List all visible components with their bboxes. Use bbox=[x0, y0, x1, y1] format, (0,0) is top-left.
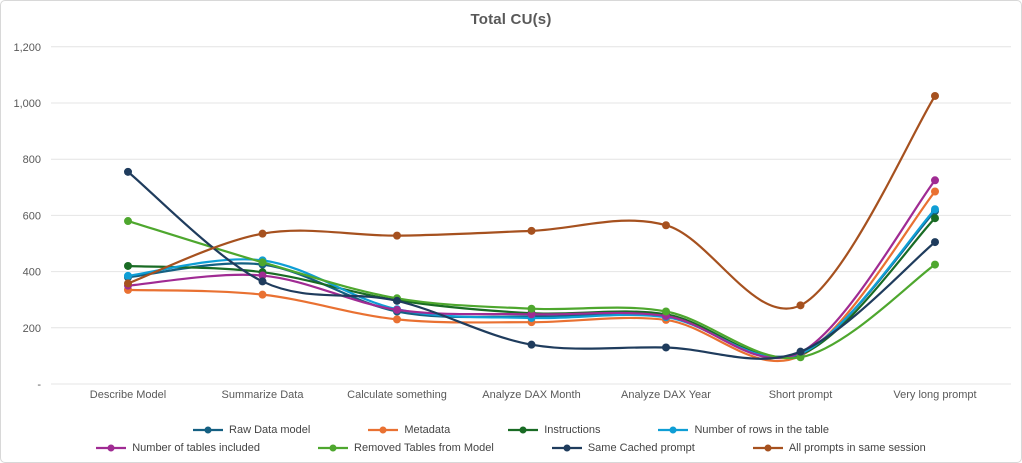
x-axis-category-label: Analyze DAX Year bbox=[621, 389, 711, 401]
data-point-marker-all-prompts-in-same-session[interactable] bbox=[393, 231, 401, 240]
legend-item-number-of-rows-in-the-table[interactable]: Number of rows in the table bbox=[658, 424, 829, 436]
data-point-marker-removed-tables-from-model[interactable] bbox=[258, 258, 267, 267]
legend-label: Metadata bbox=[404, 424, 451, 436]
data-point-marker-number-of-tables-included[interactable] bbox=[393, 305, 401, 314]
legend-label: All prompts in same session bbox=[788, 442, 926, 454]
legend-item-raw-data-model[interactable]: Raw Data model bbox=[193, 424, 310, 436]
data-point-marker-number-of-rows-in-the-table[interactable] bbox=[931, 205, 939, 214]
legend-row-2: Number of tables included Removed Tables … bbox=[1, 442, 1021, 454]
y-axis-tick-label: 400 bbox=[23, 267, 41, 279]
y-axis-tick-label: 200 bbox=[23, 323, 41, 335]
data-point-marker-same-cached-prompt[interactable] bbox=[662, 343, 670, 352]
x-axis-category-label: Very long prompt bbox=[893, 389, 976, 401]
legend-marker-icon bbox=[551, 444, 582, 452]
series-line-metadata[interactable] bbox=[126, 190, 937, 363]
y-axis-tick-label: 1,000 bbox=[13, 98, 41, 110]
data-point-marker-all-prompts-in-same-session[interactable] bbox=[124, 279, 132, 288]
legend-item-metadata[interactable]: Metadata bbox=[368, 424, 450, 436]
data-point-marker-instructions[interactable] bbox=[124, 261, 132, 270]
legend-marker-icon bbox=[96, 444, 127, 452]
y-axis-tick-label: 600 bbox=[23, 210, 41, 222]
legend-label: Raw Data model bbox=[229, 424, 311, 436]
x-axis-category-label: Calculate something bbox=[347, 389, 447, 401]
data-point-marker-metadata[interactable] bbox=[393, 315, 401, 324]
chart-legend: Raw Data model Metadata Instructions Number… bbox=[1, 424, 1021, 454]
series-line-number-of-tables-included[interactable] bbox=[126, 179, 937, 360]
data-point-marker-same-cached-prompt[interactable] bbox=[527, 340, 536, 349]
data-point-marker-same-cached-prompt[interactable] bbox=[796, 347, 805, 356]
legend-marker-icon bbox=[752, 444, 783, 452]
legend-marker-icon bbox=[508, 426, 539, 434]
data-point-marker-all-prompts-in-same-session[interactable] bbox=[527, 226, 536, 235]
series-line-same-cached-prompt[interactable] bbox=[126, 170, 937, 360]
legend-marker-icon bbox=[193, 426, 224, 434]
data-point-marker-removed-tables-from-model[interactable] bbox=[931, 260, 939, 269]
data-point-marker-all-prompts-in-same-session[interactable] bbox=[931, 91, 939, 100]
y-axis-tick-label: 800 bbox=[23, 154, 41, 166]
legend-marker-icon bbox=[368, 426, 399, 434]
data-point-marker-number-of-tables-included[interactable] bbox=[931, 176, 939, 185]
data-point-marker-same-cached-prompt[interactable] bbox=[258, 277, 267, 286]
data-point-marker-number-of-tables-included[interactable] bbox=[258, 271, 267, 280]
data-point-marker-metadata[interactable] bbox=[931, 187, 939, 196]
data-point-marker-instructions[interactable] bbox=[931, 214, 939, 223]
data-point-marker-removed-tables-from-model[interactable] bbox=[527, 304, 536, 313]
x-axis-category-label: Describe Model bbox=[90, 389, 166, 401]
legend-label: Instructions bbox=[544, 424, 601, 436]
series-line-all-prompts-in-same-session[interactable] bbox=[126, 94, 937, 310]
legend-item-number-of-tables-included[interactable]: Number of tables included bbox=[96, 442, 260, 454]
data-point-marker-removed-tables-from-model[interactable] bbox=[796, 353, 805, 362]
legend-row-1: Raw Data model Metadata Instructions Number… bbox=[1, 424, 1021, 436]
series-line-instructions[interactable] bbox=[126, 217, 937, 359]
legend-label: Number of rows in the table bbox=[694, 424, 829, 436]
data-point-marker-number-of-tables-included[interactable] bbox=[527, 310, 536, 319]
x-axis-category-label: Analyze DAX Month bbox=[482, 389, 580, 401]
chart-title: Total CU(s) bbox=[470, 11, 552, 28]
legend-marker-icon bbox=[658, 426, 689, 434]
legend-item-same-cached-prompt[interactable]: Same Cached prompt bbox=[551, 442, 695, 454]
legend-item-all-prompts-in-same-session[interactable]: All prompts in same session bbox=[752, 442, 926, 454]
data-point-marker-all-prompts-in-same-session[interactable] bbox=[796, 301, 805, 310]
data-point-marker-metadata[interactable] bbox=[258, 290, 267, 299]
data-point-marker-removed-tables-from-model[interactable] bbox=[124, 217, 132, 226]
series-line-removed-tables-from-model[interactable] bbox=[126, 219, 937, 360]
y-axis-tick-label: - bbox=[37, 379, 41, 391]
legend-item-removed-tables-from-model[interactable]: Removed Tables from Model bbox=[318, 442, 494, 454]
legend-marker-icon bbox=[318, 444, 349, 452]
legend-label: Same Cached prompt bbox=[587, 442, 695, 454]
x-axis-category-label: Short prompt bbox=[769, 389, 833, 401]
legend-label: Removed Tables from Model bbox=[354, 442, 494, 454]
data-point-marker-same-cached-prompt[interactable] bbox=[931, 238, 939, 247]
data-point-marker-number-of-rows-in-the-table[interactable] bbox=[124, 271, 132, 280]
data-point-marker-all-prompts-in-same-session[interactable] bbox=[662, 221, 670, 230]
data-point-marker-all-prompts-in-same-session[interactable] bbox=[258, 229, 267, 238]
x-axis-category-label: Summarize Data bbox=[222, 389, 305, 401]
data-point-marker-same-cached-prompt[interactable] bbox=[393, 296, 401, 305]
legend-label: Number of tables included bbox=[132, 442, 261, 454]
legend-item-instructions[interactable]: Instructions bbox=[508, 424, 600, 436]
data-point-marker-same-cached-prompt[interactable] bbox=[124, 167, 132, 176]
data-point-marker-removed-tables-from-model[interactable] bbox=[662, 307, 670, 316]
y-axis-tick-label: 1,200 bbox=[13, 42, 41, 54]
